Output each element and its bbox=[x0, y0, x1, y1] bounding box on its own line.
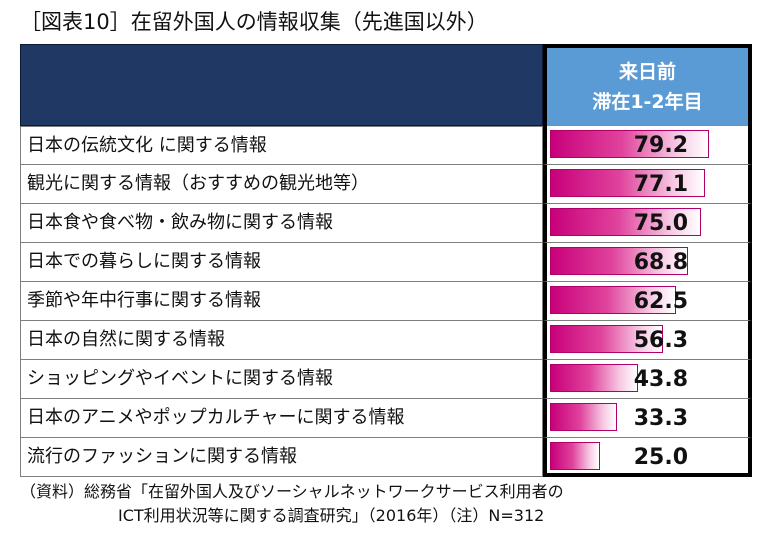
table-row: 日本での暮らしに関する情報 68.8 bbox=[20, 243, 752, 282]
header-value-cell: 来日前 滞在1-2年目 bbox=[543, 44, 752, 126]
bar bbox=[550, 364, 638, 392]
header-line-2: 滞在1-2年目 bbox=[592, 91, 703, 113]
category-label: 日本の伝統文化 に関する情報 bbox=[20, 126, 543, 165]
chart-title: ［図表10］在留外国人の情報収集（先進国以外） bbox=[20, 10, 488, 34]
data-label: 75.0 bbox=[633, 211, 688, 236]
category-label: 日本の自然に関する情報 bbox=[20, 321, 543, 360]
table-row: 流行のファッションに関する情報 25.0 bbox=[20, 438, 752, 477]
table-row: 日本のアニメやポップカルチャーに関する情報 33.3 bbox=[20, 399, 752, 438]
category-label: 季節や年中行事に関する情報 bbox=[20, 282, 543, 321]
table-row: 日本の自然に関する情報 56.3 bbox=[20, 321, 752, 360]
bar bbox=[550, 169, 705, 197]
data-label: 56.3 bbox=[633, 328, 688, 353]
table-row: ショッピングやイベントに関する情報 43.8 bbox=[20, 360, 752, 399]
value-cell: 79.2 bbox=[543, 126, 752, 165]
bar bbox=[550, 208, 701, 236]
value-cell: 75.0 bbox=[543, 204, 752, 243]
data-label: 79.2 bbox=[633, 133, 688, 158]
category-label: 日本での暮らしに関する情報 bbox=[20, 243, 543, 282]
value-cell: 77.1 bbox=[543, 165, 752, 204]
header-line-1: 来日前 bbox=[618, 61, 676, 83]
data-label: 43.8 bbox=[633, 367, 688, 392]
data-label: 77.1 bbox=[633, 172, 688, 197]
value-cell: 68.8 bbox=[543, 243, 752, 282]
category-label: 日本のアニメやポップカルチャーに関する情報 bbox=[20, 399, 543, 438]
bar bbox=[550, 403, 617, 431]
bar bbox=[550, 247, 688, 275]
bar bbox=[550, 442, 600, 470]
header-label-cell bbox=[20, 44, 543, 126]
data-label: 33.3 bbox=[633, 406, 688, 431]
source-line-2: ICT利用状況等に関する調査研究」（2016年）（注）N=312 bbox=[118, 506, 545, 525]
data-label: 62.5 bbox=[633, 289, 688, 314]
value-cell: 43.8 bbox=[543, 360, 752, 399]
category-label: 流行のファッションに関する情報 bbox=[20, 438, 543, 477]
bar bbox=[550, 325, 663, 353]
value-cell: 25.0 bbox=[543, 438, 752, 477]
category-label: 日本食や食べ物・飲み物に関する情報 bbox=[20, 204, 543, 243]
table-row: 日本食や食べ物・飲み物に関する情報 75.0 bbox=[20, 204, 752, 243]
data-label: 68.8 bbox=[633, 250, 688, 275]
data-label: 25.0 bbox=[633, 445, 688, 470]
category-label: 観光に関する情報（おすすめの観光地等） bbox=[20, 165, 543, 204]
bar bbox=[550, 286, 676, 314]
table-row: 季節や年中行事に関する情報 62.5 bbox=[20, 282, 752, 321]
value-cell: 62.5 bbox=[543, 282, 752, 321]
value-cell: 33.3 bbox=[543, 399, 752, 438]
data-table: 来日前 滞在1-2年目 日本の伝統文化 に関する情報 79.2 観光に関する情報（お… bbox=[20, 44, 752, 480]
category-label: ショッピングやイベントに関する情報 bbox=[20, 360, 543, 399]
table-row: 観光に関する情報（おすすめの観光地等） 77.1 bbox=[20, 165, 752, 204]
bar bbox=[550, 130, 709, 158]
source-line-1: （資料）総務省「在留外国人及びソーシャルネットワークサービス利用者の bbox=[20, 482, 564, 501]
value-cell: 56.3 bbox=[543, 321, 752, 360]
table-row: 日本の伝統文化 に関する情報 79.2 bbox=[20, 126, 752, 165]
